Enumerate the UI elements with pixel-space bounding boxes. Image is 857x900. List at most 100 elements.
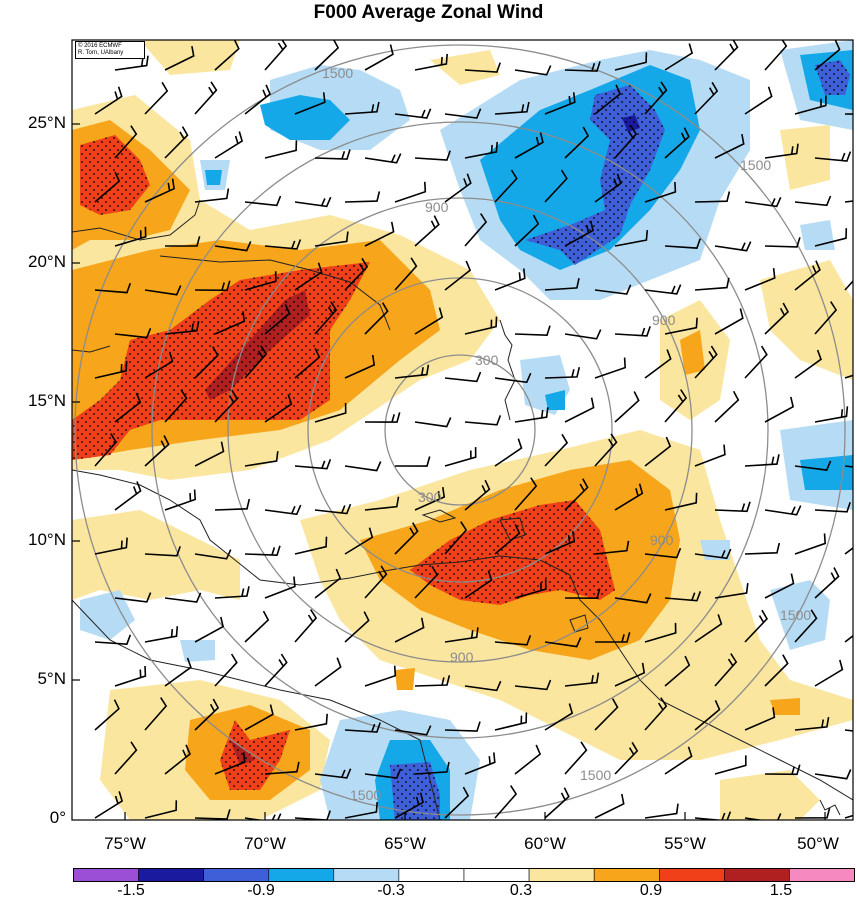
wind-barb [244, 84, 271, 115]
wind-barb [794, 609, 818, 643]
wind-barb [744, 707, 776, 731]
wind-barb [544, 367, 581, 379]
wind-barb [814, 228, 848, 247]
wind-barb [144, 285, 182, 296]
wind-barb [464, 62, 501, 73]
wind-barb [514, 744, 542, 775]
wind-barb [94, 171, 121, 203]
wind-barb [814, 502, 851, 513]
wind-barb [444, 721, 481, 732]
wind-barb [694, 81, 719, 115]
wind-barb [444, 260, 472, 291]
wind-barb [494, 372, 532, 384]
wind-barb [544, 278, 580, 291]
author-text: R. Torn, UAlbany [78, 50, 124, 56]
wind-barb [644, 697, 668, 731]
wind-barb [644, 349, 672, 379]
wind-barb [644, 436, 672, 467]
wind-barb [664, 655, 691, 687]
wind-barb [514, 325, 551, 337]
wind-barb [444, 786, 470, 819]
wind-barb [114, 226, 147, 247]
wind-barb [414, 53, 448, 71]
wind-barb [94, 791, 124, 819]
wind-barb [444, 173, 472, 203]
wind-barb [544, 703, 574, 731]
wind-barb [194, 809, 231, 820]
lat-label-0: 0° [49, 808, 66, 827]
wind-barb [94, 86, 123, 115]
wind-barb [844, 279, 853, 291]
wind-barb [494, 169, 518, 203]
wind-barb [364, 302, 389, 335]
wind-barb [644, 803, 679, 819]
wind-barb [364, 496, 400, 511]
wind-barb [344, 354, 376, 379]
wind-barb [444, 447, 477, 467]
wind-barb [714, 133, 745, 159]
wind-barb [144, 435, 170, 467]
wind-barb [364, 44, 394, 71]
ring-label: 1500 [580, 767, 611, 783]
wind-barb [294, 536, 328, 555]
wind-barb [494, 268, 526, 291]
colorbar-label: 1.5 [769, 882, 793, 899]
wind-barb [514, 65, 552, 76]
wind-barb [764, 505, 802, 516]
wind-barb [214, 131, 244, 159]
wind-barb [144, 546, 181, 557]
wind-barb [564, 61, 601, 72]
wind-barb [264, 140, 298, 159]
wind-barb [94, 537, 128, 555]
wind-barb [614, 483, 644, 511]
colorbar-label: 0.3 [509, 882, 533, 899]
wind-barb [164, 389, 188, 423]
coastlines [72, 199, 853, 820]
wind-barb [614, 230, 649, 247]
wind-barb [314, 568, 342, 599]
wind-barb [544, 433, 569, 467]
colorbar-cell [203, 868, 270, 882]
wind-barb [394, 181, 427, 203]
wind-barb [214, 653, 238, 687]
wind-barb [314, 657, 342, 687]
wind-barb [264, 504, 302, 516]
map-title: F000 Average Zonal Wind [313, 2, 544, 23]
wind-barb [414, 675, 451, 687]
wind-barb [464, 141, 498, 159]
wind-barb [344, 722, 381, 733]
wind-barb [114, 592, 152, 603]
wind-barb [244, 545, 281, 557]
wind-barb [664, 591, 702, 602]
colorbar-cell [658, 868, 725, 882]
wind-barb [594, 357, 627, 379]
wind-barb [594, 173, 622, 203]
lon-label-70W: 70°W [244, 834, 286, 853]
wind-barb [664, 127, 690, 159]
wind-barb [494, 101, 530, 115]
wind-barb [744, 609, 768, 643]
wind-barb [694, 699, 721, 731]
wind-barb [564, 126, 590, 159]
wind-barb [394, 456, 431, 467]
wind-barb [644, 622, 677, 643]
wind-barb [344, 527, 374, 555]
wind-barb [614, 593, 652, 604]
wind-barb [744, 454, 780, 467]
wind-barb [514, 579, 547, 599]
copyright-text: © 2016 ECMWF [78, 43, 122, 49]
wind-barb [114, 741, 138, 775]
wind-barb [764, 654, 789, 687]
wind-barb [714, 501, 751, 513]
wind-barb [264, 239, 302, 250]
wind-barb [364, 768, 402, 779]
wind-barb [444, 627, 479, 643]
colorbar [73, 868, 855, 882]
wind-barb [714, 755, 747, 775]
colorbar-cell [398, 868, 465, 882]
wind-barb [314, 40, 340, 71]
wind-barb [94, 634, 132, 646]
wind-barb [464, 570, 493, 599]
wind-barb [194, 346, 219, 379]
wind-barb [744, 345, 768, 379]
